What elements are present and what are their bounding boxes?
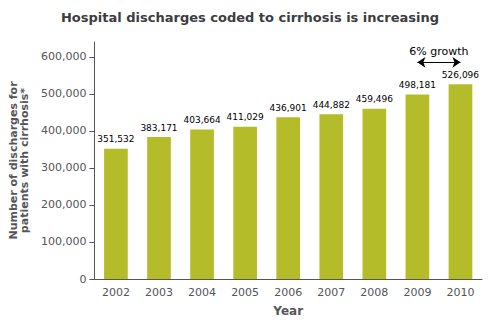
svg-text:459,496: 459,496 xyxy=(356,94,393,104)
svg-text:2010: 2010 xyxy=(446,286,474,299)
svg-text:300,000: 300,000 xyxy=(41,161,87,174)
svg-text:2007: 2007 xyxy=(317,286,345,299)
svg-text:411,029: 411,029 xyxy=(227,112,264,122)
svg-text:patients with cirrhosis*: patients with cirrhosis* xyxy=(18,88,31,233)
svg-text:2004: 2004 xyxy=(188,286,216,299)
svg-text:2005: 2005 xyxy=(231,286,259,299)
svg-text:100,000: 100,000 xyxy=(41,235,87,248)
svg-text:Year: Year xyxy=(272,304,303,318)
svg-text:2003: 2003 xyxy=(145,286,173,299)
svg-text:2006: 2006 xyxy=(274,286,302,299)
svg-text:526,096: 526,096 xyxy=(442,70,479,80)
svg-text:200,000: 200,000 xyxy=(41,198,87,211)
svg-text:444,882: 444,882 xyxy=(313,100,350,110)
svg-text:403,664: 403,664 xyxy=(183,115,220,125)
svg-text:Number of discharges for: Number of discharges for xyxy=(7,81,20,240)
svg-text:400,000: 400,000 xyxy=(41,124,87,137)
svg-text:2008: 2008 xyxy=(360,286,388,299)
svg-text:Hospital discharges coded to c: Hospital discharges coded to cirrhosis i… xyxy=(61,10,439,25)
svg-text:6% growth: 6% growth xyxy=(409,45,468,58)
svg-text:436,901: 436,901 xyxy=(270,103,307,113)
svg-text:2009: 2009 xyxy=(403,286,431,299)
svg-text:351,532: 351,532 xyxy=(97,134,134,144)
svg-text:498,181: 498,181 xyxy=(399,80,436,90)
svg-text:0: 0 xyxy=(79,273,86,286)
svg-text:383,171: 383,171 xyxy=(140,123,177,133)
svg-text:600,000: 600,000 xyxy=(41,50,87,63)
svg-text:500,000: 500,000 xyxy=(41,87,87,100)
svg-text:2002: 2002 xyxy=(102,286,130,299)
